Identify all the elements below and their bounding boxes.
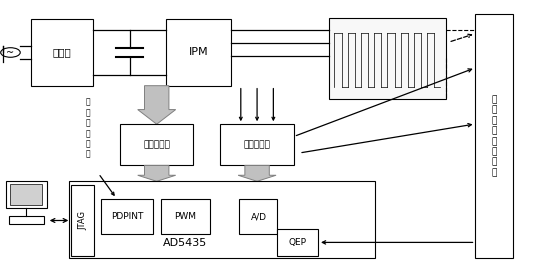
Bar xyxy=(161,199,209,234)
Bar xyxy=(120,124,193,165)
Text: 光电耦合器: 光电耦合器 xyxy=(143,140,170,149)
Text: PWM: PWM xyxy=(174,212,196,221)
Polygon shape xyxy=(138,165,176,181)
Bar xyxy=(9,216,44,224)
Bar xyxy=(71,185,94,256)
Text: ~: ~ xyxy=(7,48,15,57)
Bar xyxy=(329,18,446,99)
Text: 整流器: 整流器 xyxy=(52,48,71,57)
Text: 故
障
保
护
信
号: 故 障 保 护 信 号 xyxy=(85,98,90,159)
Text: JTAG: JTAG xyxy=(78,211,87,230)
Text: 无
位
置
传
感
器
检
测: 无 位 置 传 感 器 检 测 xyxy=(492,95,497,177)
Bar xyxy=(30,19,93,86)
Circle shape xyxy=(1,48,20,57)
Bar xyxy=(10,184,42,205)
Text: 电流传感器: 电流传感器 xyxy=(244,140,270,149)
Bar xyxy=(277,229,318,256)
Polygon shape xyxy=(138,86,176,124)
Text: PDPINT: PDPINT xyxy=(110,212,143,221)
Text: QEP: QEP xyxy=(289,238,307,247)
Text: AD5435: AD5435 xyxy=(163,238,207,248)
Bar xyxy=(166,19,231,86)
Text: IPM: IPM xyxy=(189,48,208,57)
Text: A/D: A/D xyxy=(250,212,267,221)
Bar xyxy=(239,199,277,234)
Bar xyxy=(475,14,514,258)
Bar xyxy=(6,181,47,208)
Bar xyxy=(101,199,153,234)
Polygon shape xyxy=(238,165,276,181)
Bar xyxy=(220,124,294,165)
Bar xyxy=(69,181,375,258)
